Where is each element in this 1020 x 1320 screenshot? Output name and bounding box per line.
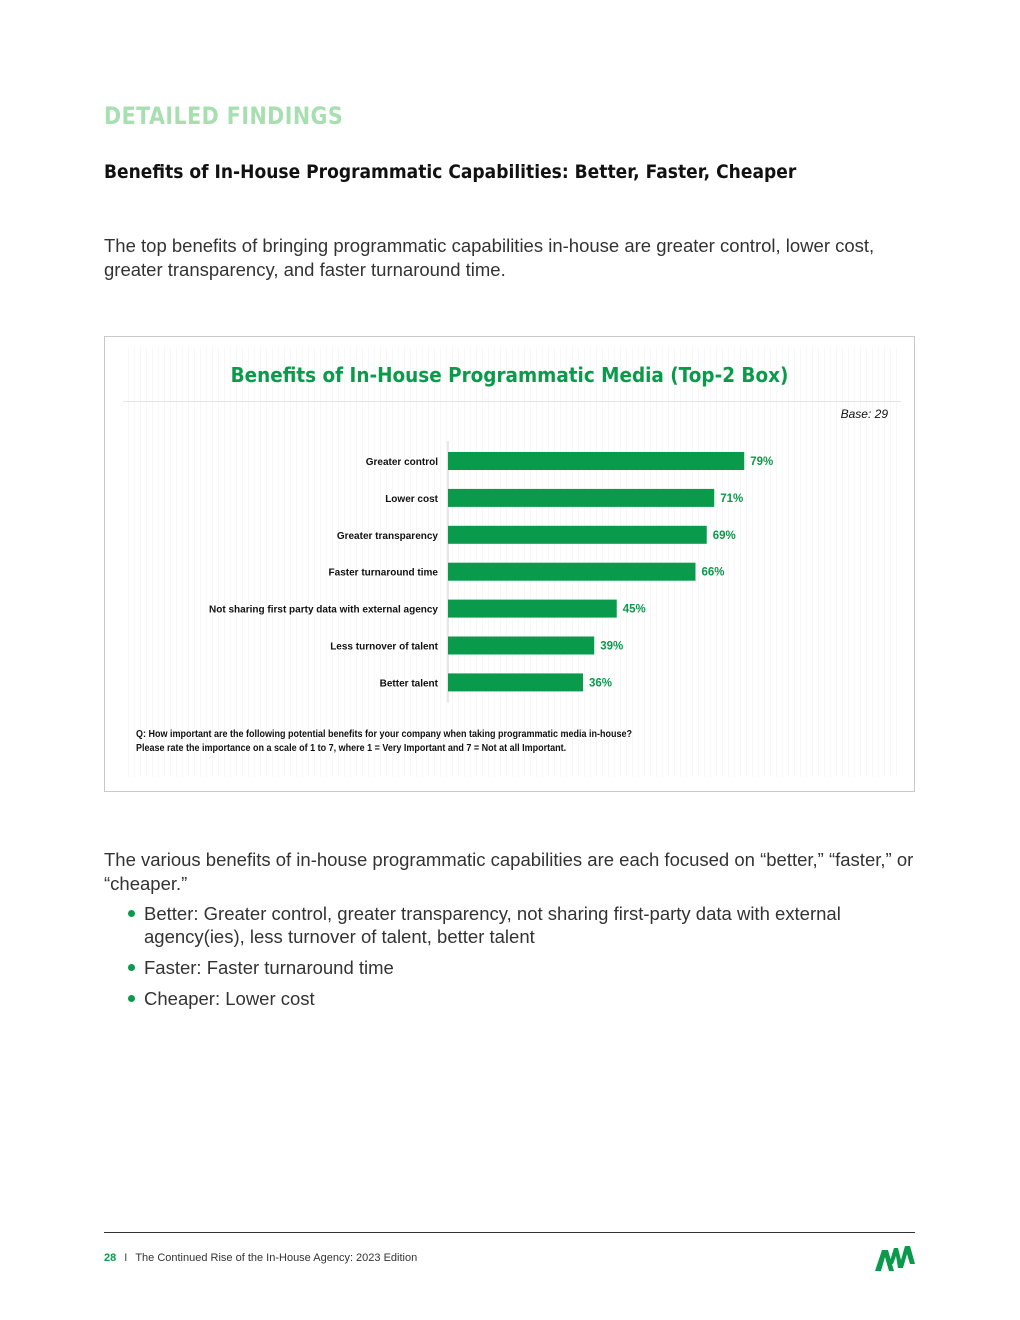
summary-paragraph: The various benefits of in-house program… (104, 849, 914, 894)
footer-divider (104, 1232, 915, 1233)
category-label: Better talent (380, 678, 439, 689)
category-label: Greater control (366, 457, 438, 468)
bullet-text: Better: Greater control, greater transpa… (144, 903, 841, 947)
footer: 28 I The Continued Rise of the In-House Ag… (104, 1252, 417, 1264)
footer-separator: I (124, 1252, 128, 1264)
data-label: 71% (720, 493, 743, 505)
data-label: 79% (750, 456, 773, 468)
chart-panel: Benefits of In-House Programmatic Media … (104, 336, 915, 792)
survey-question-line-1: Q: How important are the following poten… (136, 729, 633, 740)
bar (448, 636, 595, 655)
data-label: 39% (600, 641, 623, 653)
survey-question: Q: How important are the following poten… (136, 728, 766, 756)
data-label: 36% (589, 677, 612, 689)
chart-title-divider (123, 401, 901, 402)
bullet-dot-icon (128, 964, 135, 971)
category-label: Less turnover of talent (330, 642, 438, 653)
bullet-dot-icon (128, 910, 135, 917)
bullet-text: Faster: Faster turnaround time (144, 957, 394, 978)
bullet-text: Cheaper: Lower cost (144, 988, 315, 1009)
benefit-bullet-list: Better: Greater control, greater transpa… (128, 902, 888, 1018)
bar (448, 599, 617, 618)
bar (448, 673, 583, 692)
page-title: Benefits of In-House Programmatic Capabi… (104, 161, 797, 183)
category-label: Faster turnaround time (329, 568, 439, 579)
category-label: Lower cost (385, 494, 438, 505)
chart-base-note: Base: 29 (840, 407, 888, 421)
survey-question-line-2: Please rate the importance on a scale of… (136, 743, 567, 754)
category-label: Not sharing first party data with extern… (209, 605, 438, 616)
section-label: DETAILED FINDINGS (104, 102, 344, 130)
chart-title: Benefits of In-House Programmatic Media … (230, 363, 789, 387)
bullet-cheaper: Cheaper: Lower cost (128, 987, 888, 1010)
category-label: Greater transparency (337, 531, 439, 542)
bullet-better: Better: Greater control, greater transpa… (128, 902, 888, 948)
bar (448, 452, 745, 470)
page-number: 28 (104, 1252, 117, 1264)
data-label: 69% (713, 530, 736, 542)
data-label: 66% (702, 567, 725, 579)
intro-paragraph: The top benefits of bringing programmati… (104, 235, 875, 280)
chart-background (123, 347, 901, 777)
data-label: 45% (623, 604, 646, 616)
bullet-dot-icon (128, 995, 135, 1002)
bar-chart: Greater control 79% Lower cost 71% Greater t… (209, 441, 773, 703)
bar (448, 525, 707, 544)
bar (448, 488, 715, 507)
bar (448, 562, 696, 581)
bullet-faster: Faster: Faster turnaround time (128, 956, 888, 979)
publication-title: The Continued Rise of the In-House Agenc… (135, 1252, 418, 1264)
ana-logo-icon (875, 1246, 915, 1271)
